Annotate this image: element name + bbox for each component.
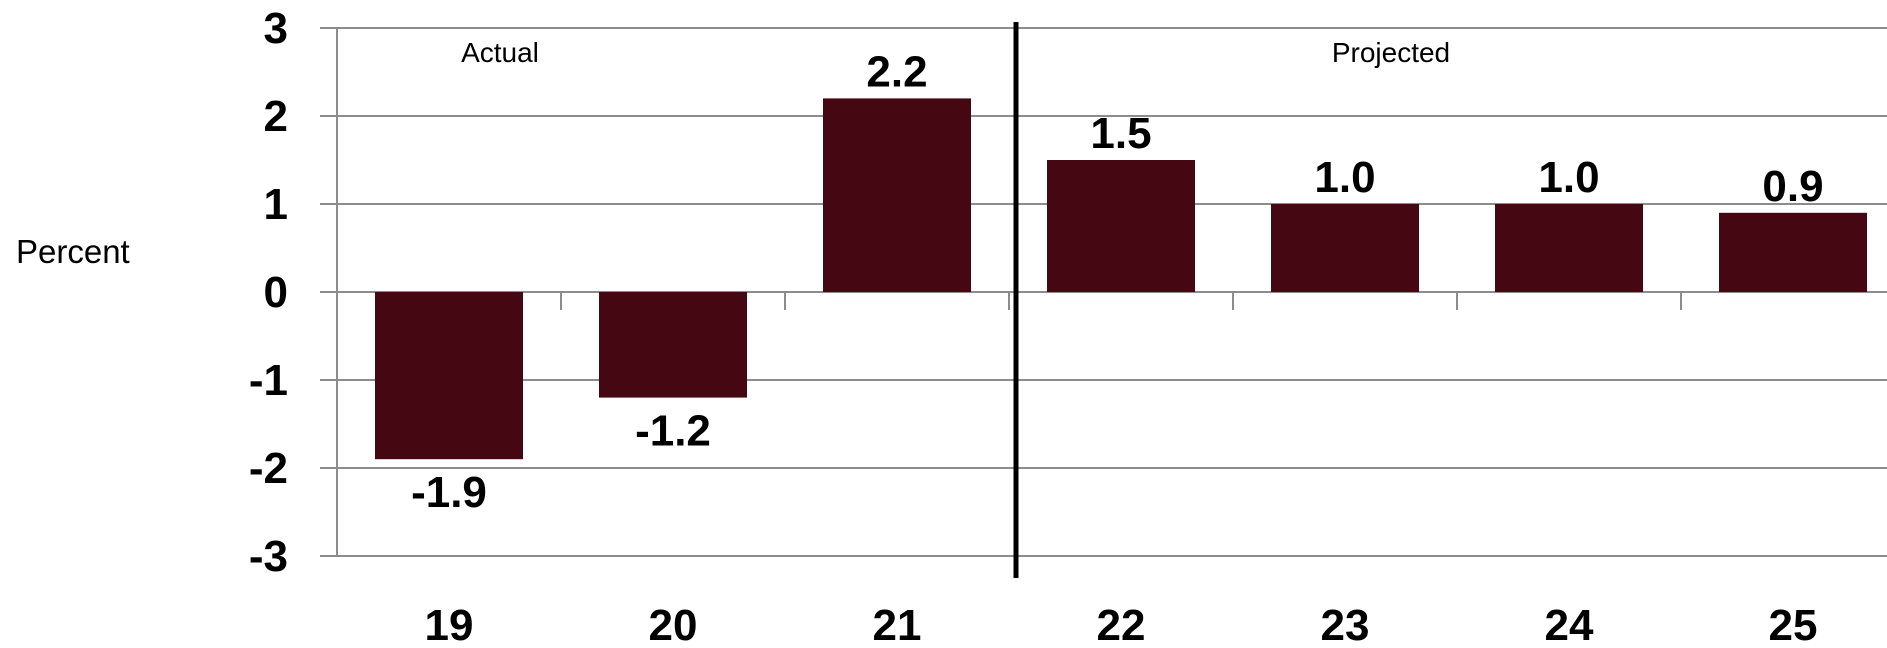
bar [823, 98, 971, 293]
data-label: 1.5 [1090, 109, 1151, 158]
x-tick-label: 20 [649, 601, 698, 648]
bar [1271, 204, 1419, 292]
data-labels: -1.9 -1.2 2.2 1.5 1.0 1.0 0.9 [411, 47, 1824, 517]
x-tick-label: 23 [1321, 601, 1370, 648]
data-label: 2.2 [866, 47, 927, 96]
y-tick-label: 3 [264, 4, 288, 53]
y-axis-label: Percent [16, 233, 130, 270]
x-tick-label: 19 [425, 601, 474, 648]
y-tick-label: -3 [249, 532, 288, 581]
x-tick-labels: 19 20 21 22 23 24 25 [425, 601, 1818, 648]
y-tick-label: 0 [264, 268, 288, 317]
y-tick-label: 1 [264, 180, 288, 229]
bar [1719, 212, 1867, 292]
y-tick-label: -1 [249, 356, 288, 405]
bar [599, 292, 747, 398]
projected-annotation: Projected [1332, 37, 1450, 68]
y-tick-label: -2 [249, 444, 288, 493]
x-tick-label: 25 [1769, 601, 1818, 648]
actual-annotation: Actual [461, 37, 539, 68]
bar [1495, 204, 1643, 292]
axes [336, 28, 1682, 556]
x-tick-label: 21 [873, 601, 922, 648]
data-label: 1.0 [1314, 153, 1375, 202]
x-tick-label: 22 [1097, 601, 1146, 648]
bars [375, 98, 1867, 460]
data-label: 1.0 [1538, 153, 1599, 202]
y-tick-label: 2 [264, 92, 288, 141]
y-tick-labels: 3 2 1 0 -1 -2 -3 [249, 4, 288, 581]
bar [375, 292, 523, 460]
data-label: -1.2 [635, 407, 711, 456]
x-tick-label: 24 [1545, 601, 1594, 648]
data-label: -1.9 [411, 468, 487, 517]
data-label: 0.9 [1762, 162, 1823, 211]
bar [1047, 160, 1195, 292]
